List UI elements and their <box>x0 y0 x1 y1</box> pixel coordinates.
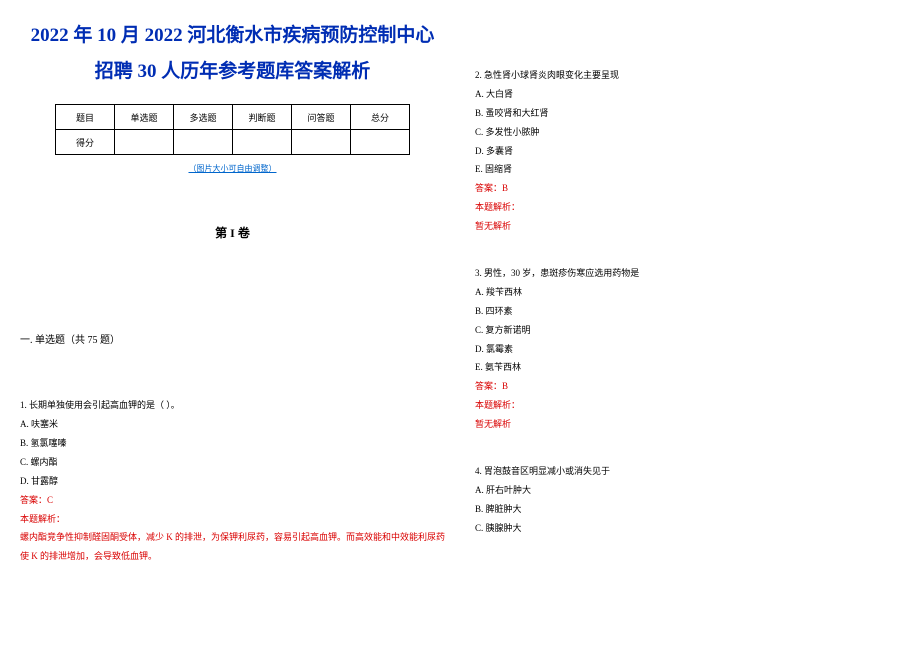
right-column: 2. 急性肾小球肾炎肉眼变化主要呈现 A. 大白肾 B. 蚤咬肾和大红肾 C. … <box>475 18 900 584</box>
option-e: E. 固缩肾 <box>475 160 900 179</box>
th-item: 问答题 <box>292 105 351 130</box>
option-c: C. 螺内酯 <box>20 453 445 472</box>
question-stem: 3. 男性，30 岁，患斑疹伤寒应选用药物是 <box>475 264 900 283</box>
option-c: C. 复方新诺明 <box>475 321 900 340</box>
parse-text: 暂无解析 <box>475 415 900 434</box>
td-item: 得分 <box>56 130 115 155</box>
td-item <box>174 130 233 155</box>
td-item <box>233 130 292 155</box>
question-3: 3. 男性，30 岁，患斑疹伤寒应选用药物是 A. 羧苄西林 B. 四环素 C.… <box>475 264 900 434</box>
option-d: D. 多囊肾 <box>475 142 900 161</box>
document-title: 2022 年 10 月 2022 河北衡水市疾病预防控制中心 招聘 30 人历年… <box>20 18 445 90</box>
image-adjust-note: （图片大小可自由调整） <box>20 163 445 174</box>
option-a: A. 大白肾 <box>475 85 900 104</box>
option-c: C. 多发性小脓肿 <box>475 123 900 142</box>
th-item: 题目 <box>56 105 115 130</box>
question-stem: 1. 长期单独使用会引起高血钾的是（ ）。 <box>20 396 445 415</box>
question-1: 1. 长期单独使用会引起高血钾的是（ ）。 A. 呋塞米 B. 氢氯噻嗪 C. … <box>20 396 445 566</box>
option-b: B. 四环素 <box>475 302 900 321</box>
answer-line: 答案：B <box>475 377 900 396</box>
section-header: 第 I 卷 <box>20 224 445 241</box>
title-line-2: 招聘 30 人历年参考题库答案解析 <box>95 61 371 82</box>
left-column: 2022 年 10 月 2022 河北衡水市疾病预防控制中心 招聘 30 人历年… <box>20 18 445 584</box>
option-a: A. 羧苄西林 <box>475 283 900 302</box>
td-item <box>292 130 351 155</box>
parse-label: 本题解析： <box>475 198 900 217</box>
option-d: D. 氯霉素 <box>475 340 900 359</box>
parse-text: 暂无解析 <box>475 217 900 236</box>
question-stem: 2. 急性肾小球肾炎肉眼变化主要呈现 <box>475 66 900 85</box>
option-b: B. 脾脏肿大 <box>475 500 900 519</box>
option-e: E. 氨苄西林 <box>475 358 900 377</box>
th-item: 判断题 <box>233 105 292 130</box>
td-item <box>351 130 410 155</box>
parse-text: 螺内酯竞争性抑制醛固酮受体，减少 K 的排泄，为保钾利尿药，容易引起高血钾。而高… <box>20 528 445 566</box>
option-c: C. 胰腺肿大 <box>475 519 900 538</box>
option-b: B. 氢氯噻嗪 <box>20 434 445 453</box>
table-row: 题目 单选题 多选题 判断题 问答题 总分 <box>56 105 410 130</box>
score-table: 题目 单选题 多选题 判断题 问答题 总分 得分 <box>55 104 410 155</box>
answer-line: 答案：C <box>20 491 445 510</box>
option-a: A. 肝右叶肿大 <box>475 481 900 500</box>
parse-label: 本题解析： <box>475 396 900 415</box>
question-2: 2. 急性肾小球肾炎肉眼变化主要呈现 A. 大白肾 B. 蚤咬肾和大红肾 C. … <box>475 66 900 236</box>
th-item: 多选题 <box>174 105 233 130</box>
th-item: 总分 <box>351 105 410 130</box>
td-item <box>115 130 174 155</box>
table-row: 得分 <box>56 130 410 155</box>
question-stem: 4. 胃泡鼓音区明显减小或消失见于 <box>475 462 900 481</box>
answer-line: 答案：B <box>475 179 900 198</box>
part-header: 一. 单选题（共 75 题） <box>20 331 445 346</box>
option-a: A. 呋塞米 <box>20 415 445 434</box>
th-item: 单选题 <box>115 105 174 130</box>
parse-label: 本题解析： <box>20 510 445 529</box>
title-line-1: 2022 年 10 月 2022 河北衡水市疾病预防控制中心 <box>31 25 435 46</box>
option-b: B. 蚤咬肾和大红肾 <box>475 104 900 123</box>
question-4: 4. 胃泡鼓音区明显减小或消失见于 A. 肝右叶肿大 B. 脾脏肿大 C. 胰腺… <box>475 462 900 538</box>
option-d: D. 甘露醇 <box>20 472 445 491</box>
